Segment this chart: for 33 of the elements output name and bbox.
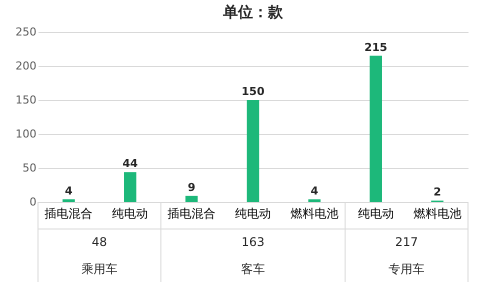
bar	[185, 196, 198, 202]
data-label: 4	[310, 184, 319, 198]
y-tick-label: 50	[22, 162, 36, 174]
x-tick-label: 纯电动	[358, 206, 394, 220]
y-tick-label: 250	[16, 26, 36, 38]
text: 专用车	[388, 262, 425, 276]
x-tick-label: 纯电动	[235, 206, 271, 220]
data-label: 44	[122, 157, 138, 170]
text: 乘用车	[81, 262, 118, 276]
x-tick-label: 燃料电池	[413, 206, 462, 220]
text: 客车	[241, 262, 265, 276]
y-tick-label: 0	[30, 196, 36, 208]
y-tick-label: 150	[16, 94, 36, 106]
data-label: 215	[364, 40, 388, 54]
y-tick-label: 200	[16, 60, 36, 72]
data-label: 4	[64, 184, 73, 198]
x-tick-label: 插电混合	[44, 206, 93, 220]
bar	[124, 172, 136, 202]
x-tick-label: 插电混合	[168, 206, 216, 220]
x-tick-label: 纯电动	[112, 206, 148, 220]
bar	[62, 199, 75, 202]
text: 48	[92, 235, 108, 249]
y-tick-label: 100	[16, 128, 36, 140]
data-label: 9	[188, 180, 196, 194]
chart-title: 单位：款	[222, 3, 284, 21]
bar	[370, 56, 382, 202]
x-tick-label: 燃料电池	[290, 206, 338, 220]
bar	[308, 199, 321, 202]
bar	[246, 100, 260, 202]
data-label: 2	[433, 186, 442, 199]
data-label: 150	[242, 85, 265, 98]
text: 163	[242, 235, 264, 249]
text: 217	[395, 235, 418, 249]
